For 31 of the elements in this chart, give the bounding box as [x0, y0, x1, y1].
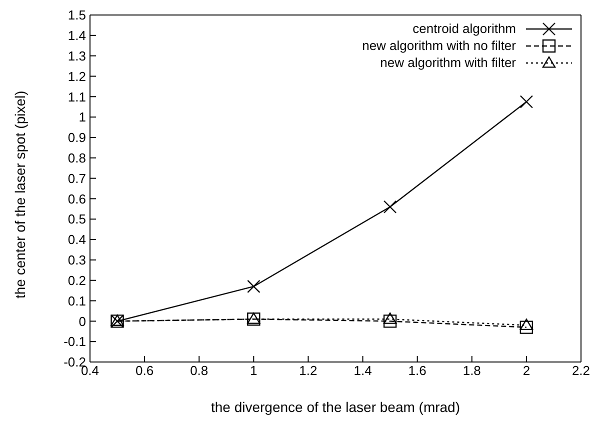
y-tick-label: 1.1: [68, 89, 86, 104]
y-tick-label: -0.1: [64, 334, 86, 350]
legend-label: new algorithm with no filter: [362, 38, 516, 53]
y-tick-label: 0.8: [68, 150, 86, 166]
y-axis-title: the center of the laser spot (pixel): [12, 90, 28, 298]
x-tick-label: 1.8: [462, 363, 481, 378]
y-tick-label: 1: [78, 110, 86, 125]
x-tick-label: 1.6: [408, 363, 426, 378]
y-tick-label: 0.3: [68, 252, 86, 268]
y-tick-label: 0.2: [68, 272, 86, 288]
y-tick-label: 0.1: [68, 293, 86, 308]
x-tick-label: 0.8: [190, 363, 208, 378]
y-tick-label: 0.5: [68, 212, 86, 227]
legend-label: new algorithm with filter: [380, 55, 516, 70]
y-tick-label: 0.7: [68, 170, 86, 186]
y-tick-label: 1.5: [68, 8, 86, 23]
x-tick-label: 1: [250, 363, 258, 378]
x-tick-label: 1.4: [354, 363, 372, 378]
x-tick-label: 2: [522, 363, 530, 378]
x-tick-label: 0.6: [136, 363, 154, 378]
y-tick-label: 1.4: [68, 28, 86, 44]
y-tick-label: 0: [78, 314, 86, 329]
y-tick-label: 0.4: [68, 232, 86, 248]
y-tick-label: 0.9: [68, 130, 86, 146]
y-tick-label: 0.6: [68, 191, 86, 206]
y-tick-label: 1.3: [68, 48, 86, 64]
y-tick-label: 1.2: [68, 68, 86, 84]
x-tick-label: 1.2: [299, 363, 318, 378]
x-tick-label: 2.2: [572, 363, 590, 378]
legend-label: centroid algorithm: [412, 21, 516, 36]
x-axis-title: the divergence of the laser beam (mrad): [210, 399, 460, 415]
